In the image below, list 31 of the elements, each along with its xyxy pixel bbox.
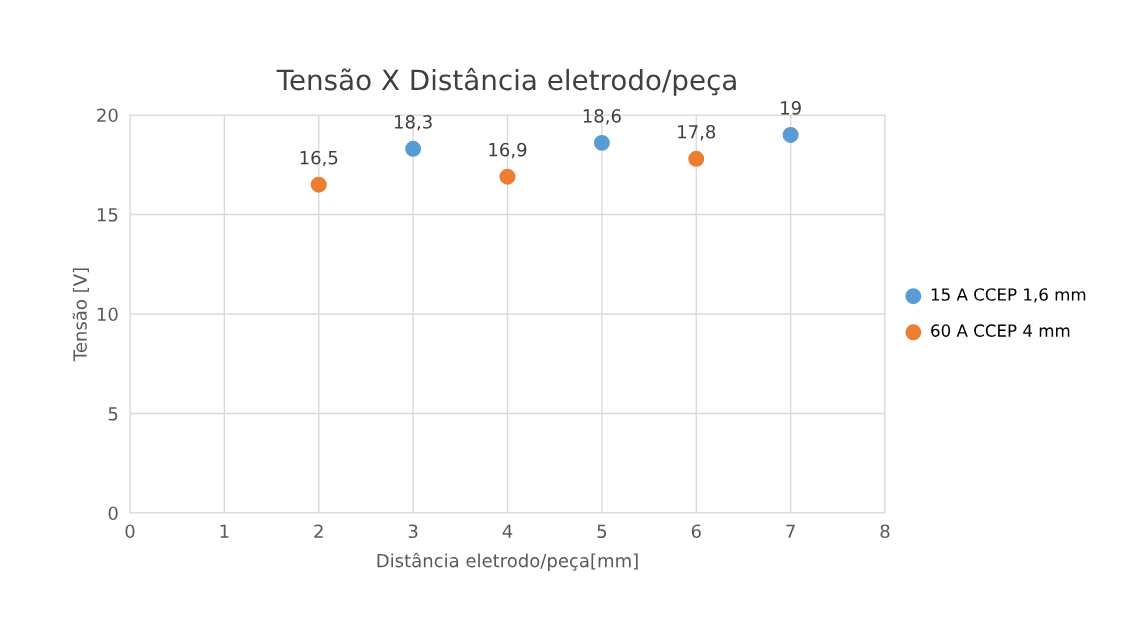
data-label: 18,3 (395, 115, 432, 131)
x-tick-label: 6 (691, 524, 701, 539)
legend-label: 15 A CCEP 1,6 mm (931, 288, 1086, 303)
data-label: 18,6 (583, 109, 621, 125)
x-tick-label: 7 (786, 524, 795, 538)
y-axis-title: Tensão [V] (72, 268, 89, 362)
y-tick-label: 10 (97, 307, 118, 322)
x-tick-label: 4 (502, 524, 513, 538)
point (405, 140, 422, 157)
y-tick-label: 5 (108, 407, 118, 421)
point (688, 150, 705, 167)
y-tick-label: 0 (108, 506, 118, 521)
legend-label: 60 A CCEP 4 mm (931, 324, 1070, 337)
x-tick-label: 3 (408, 524, 418, 539)
data-label: 19 (781, 101, 801, 115)
point (782, 126, 799, 143)
data-label: 17,8 (678, 124, 716, 141)
y-tick-label: 15 (97, 208, 118, 222)
x-tick-label: 1 (220, 524, 229, 538)
chart-title: Tensão X Distância eletrodo/peça (276, 67, 736, 96)
point (310, 176, 327, 193)
y-tick-label: 20 (97, 108, 118, 123)
x-tick-label: 0 (125, 524, 135, 539)
x-tick-label: 8 (880, 524, 890, 539)
point (499, 168, 516, 185)
data-label: 16,5 (300, 150, 338, 167)
x-tick-label: 2 (314, 524, 323, 538)
data-label: 16,9 (489, 142, 527, 159)
x-tick-label: 5 (597, 524, 607, 539)
x-axis-title: Distância eletrodo/peça[mm] (377, 552, 638, 571)
point (593, 134, 610, 151)
